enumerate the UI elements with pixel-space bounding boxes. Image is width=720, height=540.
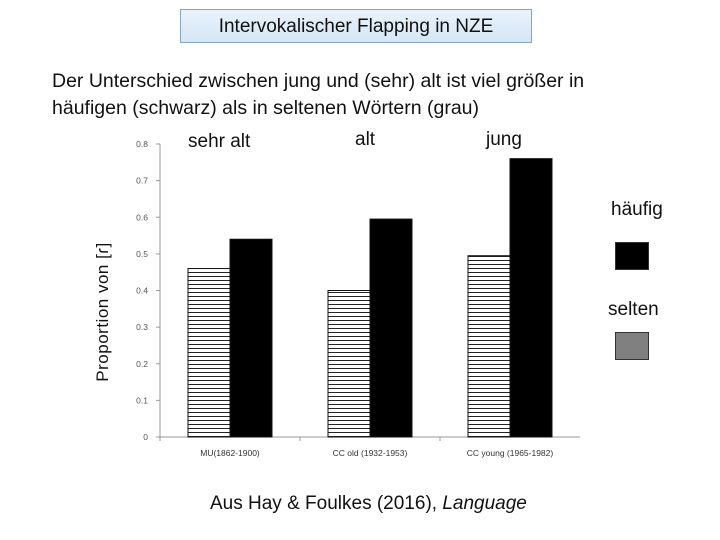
group-label-jung: jung — [486, 129, 522, 150]
x-category-label: CC old (1932-1953) — [333, 448, 408, 458]
y-tick-label: 0 — [143, 432, 148, 442]
y-tick-label: 0.2 — [136, 359, 148, 369]
group-label-sehr-alt: sehr alt — [188, 131, 251, 152]
bar-frequent — [369, 218, 413, 438]
slide-subtitle: Der Unterschied zwischen jung und (sehr)… — [52, 68, 692, 122]
y-tick-label: 0.4 — [136, 286, 148, 296]
y-tick-label: 0.6 — [136, 212, 148, 222]
legend-swatch-frequent — [615, 242, 649, 270]
legend-label-frequent: häufig — [611, 199, 663, 220]
legend-swatch-rare — [615, 332, 649, 360]
y-tick-label: 0.1 — [136, 395, 148, 405]
bar-rare — [327, 290, 371, 438]
bar-rare — [187, 268, 231, 438]
subtitle-line-2: häufigen (schwarz) als in seltenen Wörte… — [52, 97, 480, 119]
subtitle-line-1: Der Unterschied zwischen jung und (sehr)… — [52, 70, 585, 92]
group-label-alt: alt — [355, 129, 376, 150]
bar-frequent — [229, 238, 273, 438]
citation-prefix: Aus Hay & Foulkes (2016), — [210, 493, 443, 514]
bar-rare — [467, 255, 511, 438]
citation-journal: Language — [442, 493, 527, 514]
legend-label-rare: selten — [608, 299, 659, 320]
citation: Aus Hay & Foulkes (2016), Language — [210, 493, 527, 515]
bar-frequent — [509, 158, 553, 438]
x-category-label: MU(1862-1900) — [200, 448, 260, 458]
slide-title: Intervokalischer Flapping in NZE — [180, 9, 532, 43]
y-tick-label: 0.3 — [136, 322, 148, 332]
y-tick-label: 0.8 — [136, 139, 148, 149]
y-tick-label: 0.5 — [136, 249, 148, 259]
y-tick-label: 0.7 — [136, 176, 148, 186]
x-category-label: CC young (1965-1982) — [467, 448, 554, 458]
